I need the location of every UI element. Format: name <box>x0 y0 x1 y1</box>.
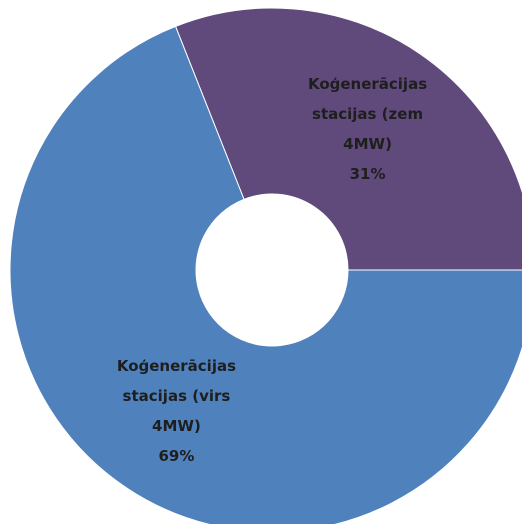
donut-slice <box>174 7 522 271</box>
slice-label: Koģenerācijas stacijas (zem 4MW) 31% <box>298 69 438 189</box>
value-label: 69% <box>158 446 195 465</box>
slice-label: Koģenerācijas stacijas (virs 4MW) 69% <box>106 351 246 471</box>
value-label: 31% <box>349 165 386 184</box>
category-label: Koģenerācijas stacijas (zem 4MW) <box>307 75 428 154</box>
category-label: Koģenerācijas stacijas (virs 4MW) <box>116 356 237 435</box>
donut-slice <box>9 25 522 524</box>
